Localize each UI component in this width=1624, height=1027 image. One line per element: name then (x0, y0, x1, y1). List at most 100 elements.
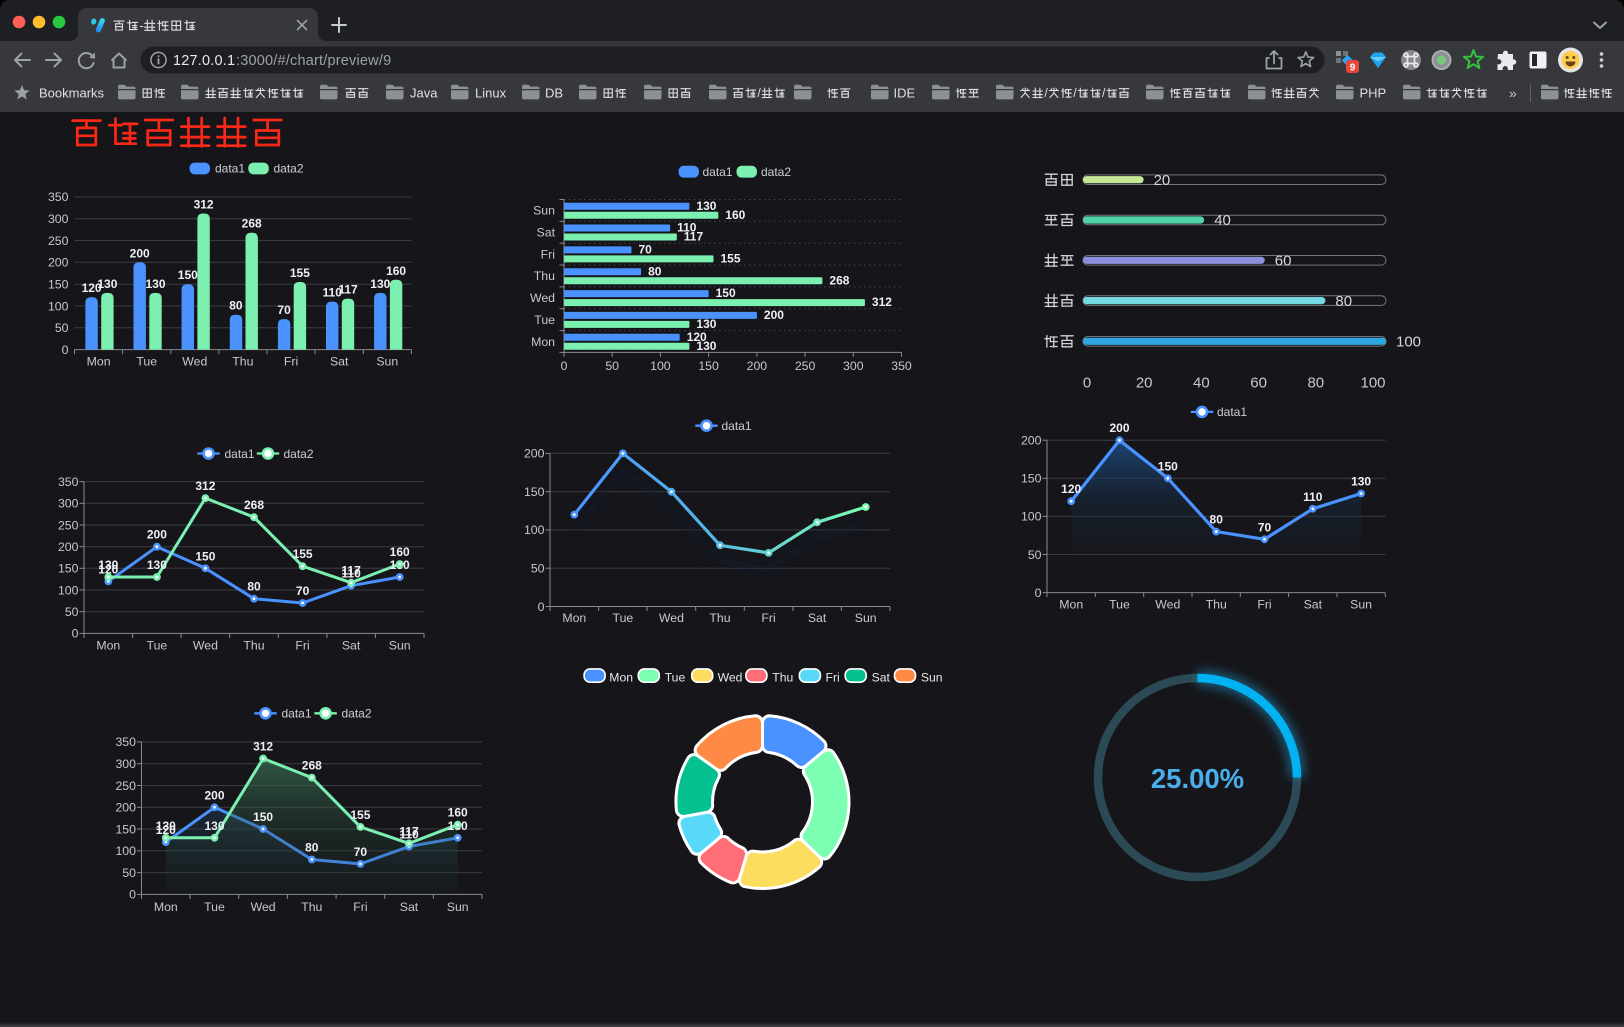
svg-text:80: 80 (1307, 375, 1324, 392)
svg-text:Tue: Tue (204, 900, 225, 914)
svg-text:Java: Java (410, 86, 438, 101)
svg-text:160: 160 (390, 545, 410, 559)
svg-text:Mon: Mon (154, 900, 178, 914)
svg-text:120: 120 (156, 823, 176, 837)
svg-text:120: 120 (82, 281, 102, 295)
svg-text:Bookmarks: Bookmarks (39, 86, 105, 101)
svg-text:200: 200 (524, 447, 545, 461)
svg-text:80: 80 (1335, 293, 1352, 310)
svg-text:110: 110 (677, 221, 697, 235)
svg-text:Sat: Sat (1304, 598, 1323, 612)
svg-text:Sun: Sun (389, 639, 411, 653)
svg-text:9: 9 (1350, 63, 1356, 74)
svg-text:Mon: Mon (562, 611, 586, 625)
svg-text:117: 117 (399, 824, 419, 838)
svg-text:200: 200 (1021, 434, 1042, 448)
svg-text:150: 150 (1158, 459, 1178, 473)
svg-text:Wed: Wed (182, 355, 207, 369)
svg-text:0: 0 (72, 627, 79, 641)
svg-text:70: 70 (1258, 520, 1272, 534)
svg-text:80: 80 (229, 299, 243, 313)
svg-text:100: 100 (1360, 375, 1385, 392)
svg-text:Tue: Tue (147, 639, 168, 653)
svg-text:40: 40 (1214, 212, 1231, 229)
svg-text:data2: data2 (274, 162, 304, 176)
svg-text:Fri: Fri (284, 355, 298, 369)
svg-text:300: 300 (58, 497, 79, 511)
svg-text:150: 150 (1021, 472, 1042, 486)
svg-text:0: 0 (561, 359, 568, 373)
svg-text:350: 350 (58, 475, 79, 489)
svg-text:0: 0 (129, 888, 136, 902)
svg-text:Thu: Thu (301, 900, 322, 914)
svg-text:155: 155 (350, 808, 370, 822)
svg-text:110: 110 (323, 286, 343, 300)
svg-text:300: 300 (843, 359, 864, 373)
svg-text:50: 50 (55, 321, 69, 335)
svg-text:130: 130 (696, 317, 716, 331)
svg-text:Thu: Thu (772, 670, 793, 684)
svg-text:Mon: Mon (96, 639, 120, 653)
svg-text:350: 350 (115, 735, 136, 749)
svg-text:50: 50 (531, 562, 545, 576)
svg-text:Sun: Sun (855, 611, 877, 625)
svg-text:150: 150 (524, 485, 545, 499)
svg-text:200: 200 (48, 256, 69, 270)
svg-text:155: 155 (293, 547, 313, 561)
svg-text:data1: data1 (282, 707, 312, 721)
svg-text:150: 150 (58, 562, 79, 576)
svg-text:312: 312 (195, 479, 215, 493)
svg-text:Thu: Thu (534, 269, 555, 283)
svg-text:Mon: Mon (531, 335, 555, 349)
svg-text:100: 100 (48, 299, 69, 313)
svg-text:Linux: Linux (475, 86, 507, 101)
svg-text:100: 100 (115, 844, 136, 858)
svg-text:268: 268 (302, 759, 322, 773)
svg-text:/: / (757, 86, 761, 100)
svg-text:Sat: Sat (872, 670, 891, 684)
svg-text:130: 130 (97, 277, 117, 291)
svg-text:120: 120 (1061, 482, 1081, 496)
svg-text:130: 130 (156, 819, 176, 833)
svg-text:130: 130 (696, 339, 716, 353)
svg-text:155: 155 (290, 266, 310, 280)
svg-text:150: 150 (195, 549, 215, 563)
svg-text:268: 268 (829, 273, 849, 287)
svg-text:Thu: Thu (243, 639, 264, 653)
svg-text:150: 150 (253, 810, 273, 824)
svg-text:»: » (1509, 85, 1517, 101)
svg-text:data2: data2 (342, 707, 372, 721)
svg-text:300: 300 (115, 757, 136, 771)
svg-text:Fri: Fri (353, 900, 367, 914)
svg-text:100: 100 (650, 359, 671, 373)
svg-text:Sun: Sun (376, 355, 398, 369)
svg-text:50: 50 (1028, 548, 1042, 562)
svg-text:Fri: Fri (295, 639, 309, 653)
svg-text:250: 250 (115, 779, 136, 793)
svg-text:70: 70 (639, 243, 653, 257)
svg-text:110: 110 (399, 828, 419, 842)
svg-text:Mon: Mon (87, 355, 111, 369)
svg-text:data1: data1 (703, 165, 733, 179)
svg-text:50: 50 (605, 359, 619, 373)
svg-text:350: 350 (48, 190, 69, 204)
svg-text:Tue: Tue (613, 611, 634, 625)
svg-text:Sun: Sun (921, 670, 943, 684)
svg-text:Fri: Fri (541, 247, 555, 261)
svg-text:Wed: Wed (251, 900, 276, 914)
svg-text:200: 200 (147, 528, 167, 542)
svg-text:Sat: Sat (808, 611, 827, 625)
svg-text:110: 110 (341, 567, 361, 581)
svg-text:250: 250 (795, 359, 816, 373)
svg-text:200: 200 (58, 540, 79, 554)
svg-text:Sat: Sat (342, 639, 361, 653)
svg-text:100: 100 (524, 523, 545, 537)
svg-text:312: 312 (194, 198, 214, 212)
svg-text:100: 100 (1396, 334, 1421, 351)
svg-text:0: 0 (1083, 375, 1091, 392)
svg-text:Wed: Wed (1155, 598, 1180, 612)
svg-text:40: 40 (1193, 375, 1210, 392)
svg-text:/: / (1073, 86, 1077, 100)
svg-text:Sun: Sun (1350, 598, 1372, 612)
svg-text:250: 250 (48, 234, 69, 248)
